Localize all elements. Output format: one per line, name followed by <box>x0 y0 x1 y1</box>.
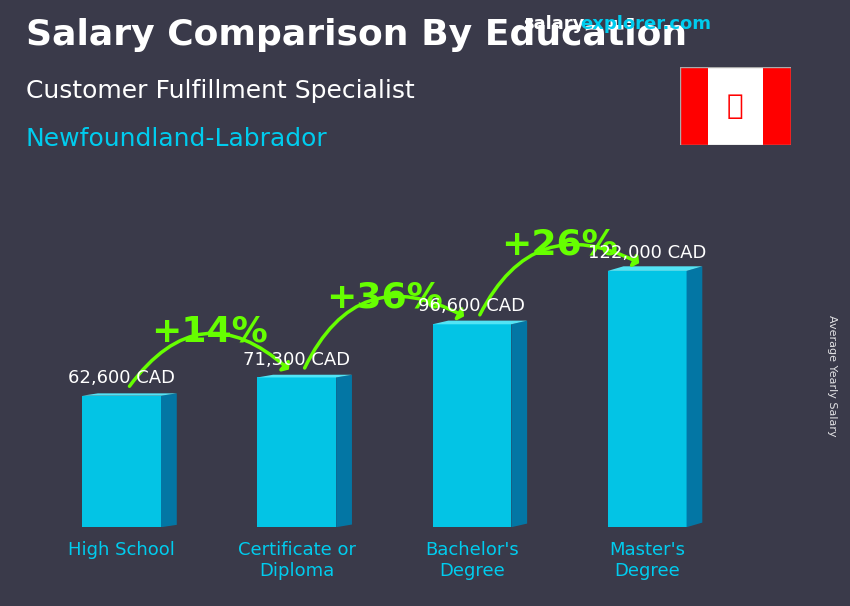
Polygon shape <box>258 375 352 378</box>
Text: 96,600 CAD: 96,600 CAD <box>418 298 525 316</box>
Polygon shape <box>433 321 527 324</box>
Text: +26%: +26% <box>502 228 618 262</box>
Polygon shape <box>680 67 707 145</box>
Text: salary: salary <box>523 15 584 33</box>
FancyArrowPatch shape <box>129 333 288 386</box>
Text: 71,300 CAD: 71,300 CAD <box>243 351 350 368</box>
Text: Average Yearly Salary: Average Yearly Salary <box>827 315 837 436</box>
Polygon shape <box>687 266 702 527</box>
Text: explorer.com: explorer.com <box>581 15 711 33</box>
Text: +36%: +36% <box>326 280 443 314</box>
Polygon shape <box>82 396 161 527</box>
Polygon shape <box>763 67 791 145</box>
Polygon shape <box>608 266 702 271</box>
Text: Salary Comparison By Education: Salary Comparison By Education <box>26 18 687 52</box>
Polygon shape <box>258 378 337 527</box>
Text: 122,000 CAD: 122,000 CAD <box>588 244 706 262</box>
Text: 62,600 CAD: 62,600 CAD <box>68 369 175 387</box>
Text: +14%: +14% <box>150 314 268 348</box>
Polygon shape <box>433 324 512 527</box>
Polygon shape <box>82 393 177 396</box>
Polygon shape <box>608 271 687 527</box>
Polygon shape <box>161 393 177 527</box>
Polygon shape <box>337 375 352 527</box>
Text: 🍁: 🍁 <box>727 92 744 120</box>
Polygon shape <box>512 321 527 527</box>
Text: Newfoundland-Labrador: Newfoundland-Labrador <box>26 127 327 152</box>
FancyArrowPatch shape <box>479 244 638 315</box>
Text: Customer Fulfillment Specialist: Customer Fulfillment Specialist <box>26 79 414 103</box>
FancyArrowPatch shape <box>304 296 462 368</box>
Polygon shape <box>707 67 763 145</box>
